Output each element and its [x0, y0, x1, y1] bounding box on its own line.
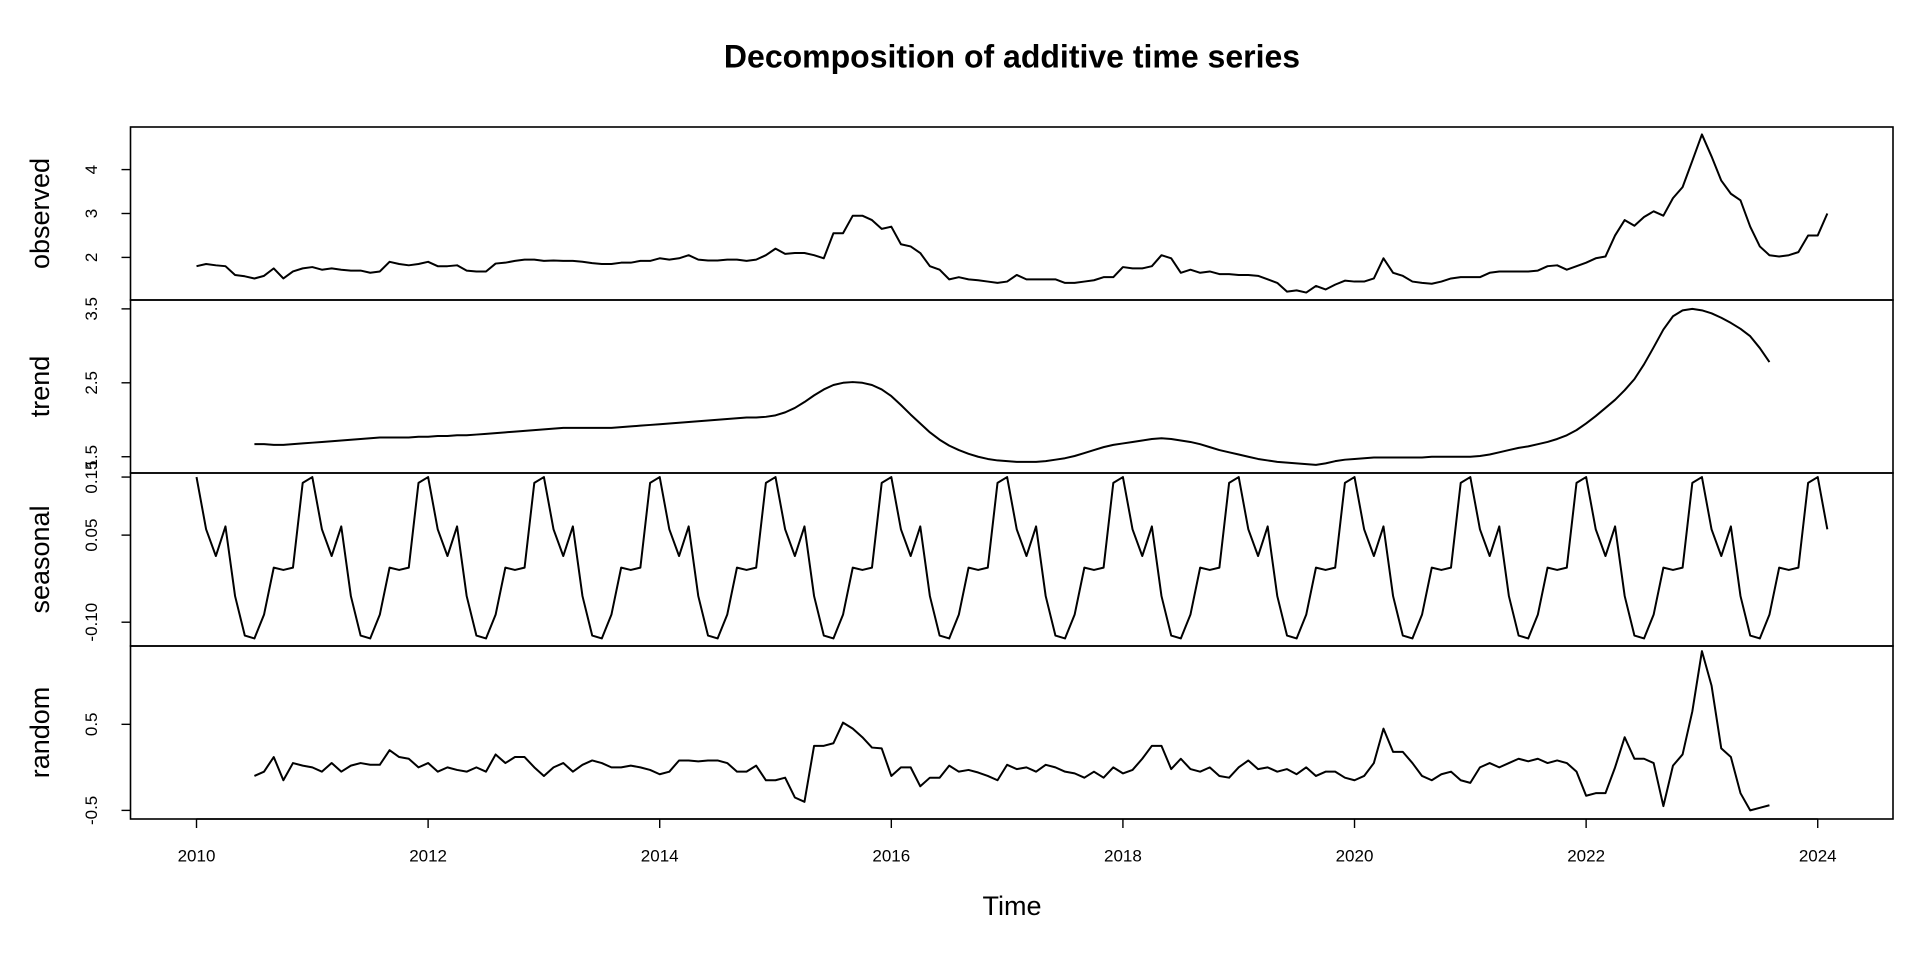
- x-tick-label: 2024: [1799, 846, 1837, 865]
- series-line: [254, 650, 1770, 812]
- x-tick-label: 2018: [1104, 846, 1142, 865]
- y-tick-label: 1.5: [82, 445, 101, 469]
- y-axis-label: trend: [25, 356, 55, 418]
- y-tick-label: 3.5: [82, 297, 101, 321]
- y-tick-label: 4: [82, 165, 101, 174]
- y-tick-label: -0.10: [82, 603, 101, 642]
- x-tick-label: 2016: [872, 846, 910, 865]
- x-axis-label: Time: [983, 891, 1042, 921]
- x-tick-label: 2012: [409, 846, 447, 865]
- y-tick-label: 3: [82, 209, 101, 218]
- y-axis-label: observed: [25, 158, 55, 269]
- series-line: [254, 307, 1771, 466]
- y-axis-label: seasonal: [25, 505, 55, 613]
- x-tick-label: 2022: [1567, 846, 1605, 865]
- y-tick-label: 2.5: [82, 371, 101, 395]
- x-tick-label: 2014: [641, 846, 679, 865]
- y-tick-label: -0.5: [82, 796, 101, 825]
- y-tick-label: 0.5: [82, 713, 101, 737]
- y-tick-label: 0.15: [82, 461, 101, 494]
- chart-title: Decomposition of additive time series: [724, 38, 1300, 74]
- y-axis-label: random: [25, 687, 55, 779]
- y-tick-label: 2: [82, 253, 101, 262]
- x-tick-label: 2020: [1336, 846, 1374, 865]
- series-line: [195, 476, 1829, 640]
- series-line: [196, 133, 1829, 294]
- x-tick-label: 2010: [178, 846, 216, 865]
- y-tick-label: 0.05: [82, 519, 101, 552]
